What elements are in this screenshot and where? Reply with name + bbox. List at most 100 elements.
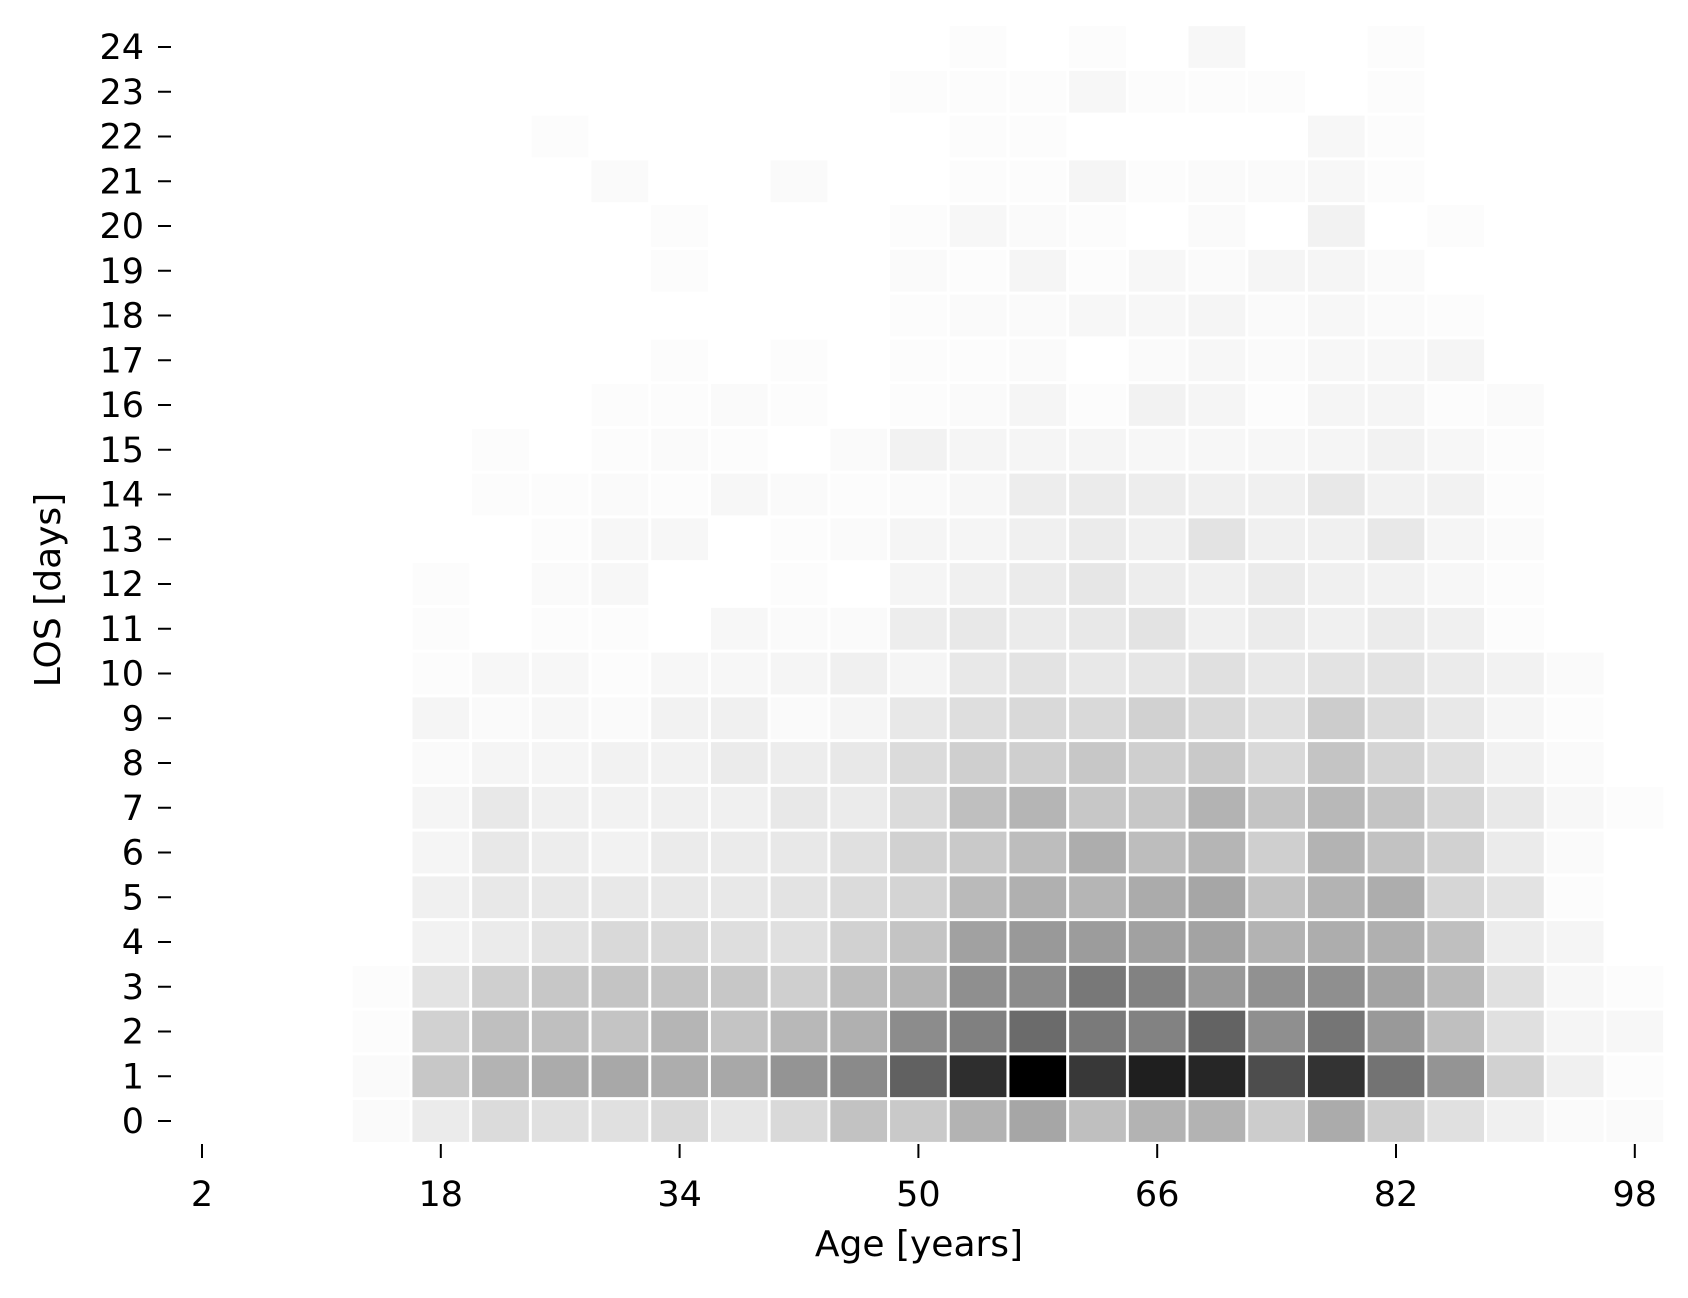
heatmap-cell <box>1546 205 1604 247</box>
heatmap-cell <box>1248 428 1305 471</box>
heatmap-cell <box>412 921 470 963</box>
heatmap-cell <box>1248 831 1305 874</box>
heatmap-cell <box>1128 339 1186 382</box>
heatmap-cell <box>352 384 410 426</box>
heatmap-cell <box>1546 876 1604 919</box>
heatmap-cell <box>770 205 828 247</box>
heatmap-cell <box>1248 384 1305 426</box>
heatmap-cell <box>890 518 947 561</box>
heatmap-cell <box>651 339 708 382</box>
heatmap-cell <box>1009 1055 1067 1098</box>
heatmap-cell <box>1427 518 1485 561</box>
heatmap-cell <box>1546 1055 1604 1098</box>
heatmap-cell <box>412 26 470 68</box>
heatmap-cell <box>1128 831 1186 874</box>
heatmap-cell <box>770 160 828 203</box>
heatmap-cell <box>1128 607 1186 650</box>
heatmap-cell <box>949 563 1007 605</box>
heatmap-cell <box>1188 876 1246 919</box>
y-tick-label: 15 <box>99 431 144 471</box>
heatmap-cell <box>830 473 888 516</box>
heatmap-cell <box>1606 115 1664 158</box>
heatmap-cell <box>1128 1010 1186 1053</box>
heatmap-cell <box>1427 294 1485 337</box>
heatmap-cell <box>1248 876 1305 919</box>
heatmap-cell <box>1188 1010 1246 1053</box>
heatmap-cell <box>710 70 768 113</box>
heatmap-cell <box>830 205 888 247</box>
heatmap-cell <box>1487 831 1544 874</box>
heatmap-cell <box>591 607 649 650</box>
heatmap-cell <box>412 831 470 874</box>
heatmap-cell <box>1188 205 1246 247</box>
heatmap-cell <box>1427 831 1485 874</box>
heatmap-cell <box>1128 70 1186 113</box>
heatmap-cell <box>472 428 529 471</box>
heatmap-cell <box>1009 26 1067 68</box>
heatmap-cell <box>1009 428 1067 471</box>
heatmap-cell <box>1606 563 1664 605</box>
heatmap-cell <box>1546 518 1604 561</box>
heatmap-cell <box>1487 205 1544 247</box>
heatmap-cell <box>591 115 649 158</box>
heatmap-cell <box>1427 786 1485 829</box>
heatmap-cell <box>412 563 470 605</box>
heatmap-cell <box>352 563 410 605</box>
heatmap-cell <box>472 563 529 605</box>
heatmap-cell <box>1128 518 1186 561</box>
heatmap-cell <box>412 160 470 203</box>
heatmap-cell <box>531 473 589 516</box>
heatmap-cell <box>591 786 649 829</box>
heatmap-cell <box>1427 1010 1485 1053</box>
heatmap-cell <box>710 1010 768 1053</box>
heatmap-cell <box>1069 965 1126 1008</box>
heatmap-cell <box>1546 786 1604 829</box>
heatmap-cell <box>1188 160 1246 203</box>
heatmap-cell <box>830 339 888 382</box>
heatmap-cell <box>651 921 708 963</box>
heatmap-cell <box>1367 1010 1425 1053</box>
heatmap-cell <box>830 965 888 1008</box>
heatmap-cell <box>1487 473 1544 516</box>
heatmap-cell <box>830 786 888 829</box>
heatmap-cell <box>412 965 470 1008</box>
heatmap-cell <box>1009 652 1067 695</box>
heatmap-cell <box>1069 205 1126 247</box>
x-tick-label: 66 <box>1135 1175 1180 1215</box>
heatmap-cell <box>949 294 1007 337</box>
heatmap-cell <box>591 921 649 963</box>
heatmap-cell <box>1248 1055 1305 1098</box>
heatmap-cell <box>830 249 888 292</box>
heatmap-cell <box>890 607 947 650</box>
heatmap-cell <box>1487 249 1544 292</box>
heatmap-cell <box>890 563 947 605</box>
heatmap-cell <box>1487 563 1544 605</box>
heatmap-cell <box>1009 921 1067 963</box>
heatmap-cell <box>472 1010 529 1053</box>
heatmap-cell <box>830 921 888 963</box>
y-tick-label: 23 <box>99 73 144 113</box>
heatmap-cell <box>472 205 529 247</box>
heatmap-cell <box>412 607 470 650</box>
heatmap-cell <box>1546 70 1604 113</box>
heatmap-cell <box>352 160 410 203</box>
heatmap-cell <box>770 518 828 561</box>
heatmap-cell <box>1606 339 1664 382</box>
heatmap-cell <box>1546 473 1604 516</box>
heatmap-cell <box>1128 1055 1186 1098</box>
y-tick-label: 11 <box>99 610 144 650</box>
heatmap-cell <box>1188 384 1246 426</box>
heatmap-cell <box>651 428 708 471</box>
heatmap-cell <box>949 786 1007 829</box>
heatmap-cell <box>949 1055 1007 1098</box>
heatmap-cell <box>1487 1010 1544 1053</box>
heatmap-cell <box>1546 563 1604 605</box>
heatmap-cell <box>1009 160 1067 203</box>
heatmap-cell <box>1009 786 1067 829</box>
heatmap-cell <box>1248 697 1305 740</box>
heatmap-cell <box>1248 26 1305 68</box>
heatmap-cell <box>412 70 470 113</box>
heatmap-cell <box>651 1055 708 1098</box>
heatmap-cell <box>1546 115 1604 158</box>
heatmap-cell <box>531 26 589 68</box>
